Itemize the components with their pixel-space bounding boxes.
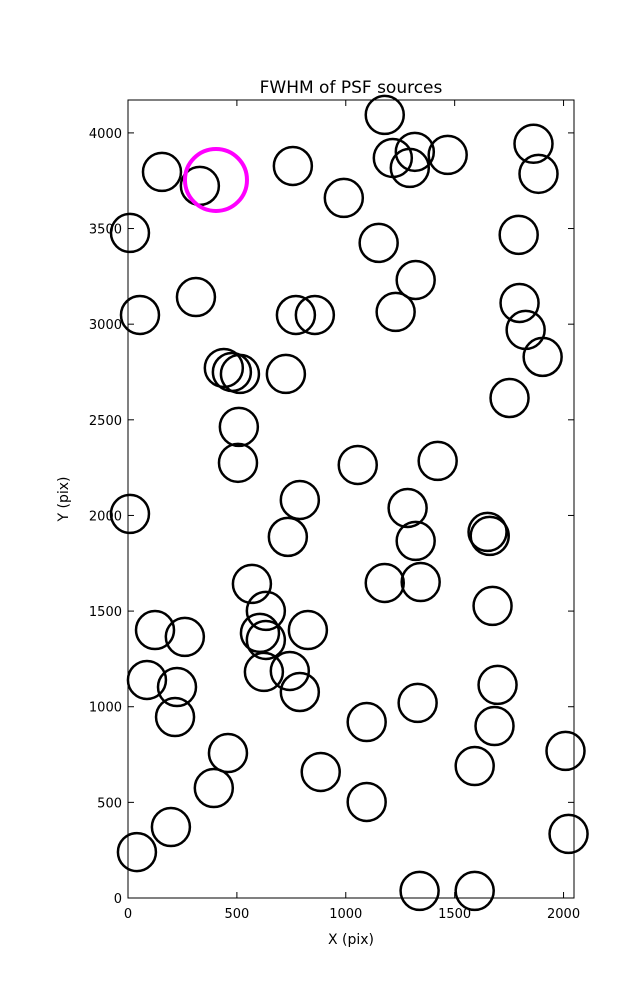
y-axis-label: Y (pix) <box>56 477 72 523</box>
x-tick-label: 1000 <box>329 907 362 922</box>
source-circle <box>275 294 317 336</box>
source-circle <box>243 651 285 693</box>
source-circle <box>269 650 311 692</box>
source-circle <box>245 619 287 661</box>
source-circle <box>469 515 510 557</box>
chart-title: FWHM of PSF sources <box>260 78 443 98</box>
source-circle <box>399 870 440 912</box>
source-circle <box>231 563 273 605</box>
source-circle <box>218 406 260 448</box>
source-circle <box>219 353 261 395</box>
x-tick-label: 0 <box>124 907 132 922</box>
source-circle <box>417 440 458 482</box>
source-circle <box>545 730 586 772</box>
source-circle <box>472 585 513 627</box>
plot-frame <box>127 99 575 899</box>
source-circle <box>395 520 436 562</box>
source-circle <box>193 767 235 809</box>
source-circle <box>267 516 309 558</box>
y-tick-label: 1500 <box>89 605 122 620</box>
source-circle <box>109 493 151 535</box>
y-tick-label: 2000 <box>89 509 122 524</box>
x-tick-label: 2000 <box>547 907 580 922</box>
y-tick-label: 4000 <box>89 127 122 142</box>
y-tick-label: 500 <box>97 796 122 811</box>
source-circle <box>116 831 158 873</box>
source-circle <box>245 590 287 632</box>
source-circle <box>156 666 198 708</box>
source-circle <box>239 612 281 654</box>
source-circle <box>287 609 329 651</box>
source-circle <box>346 781 387 823</box>
source-circle <box>150 806 192 848</box>
source-circle <box>375 291 416 333</box>
source-circle <box>164 616 206 658</box>
source-circle <box>454 745 495 787</box>
source-circle <box>294 294 336 336</box>
source-circle <box>300 751 341 793</box>
source-circle <box>498 214 539 256</box>
source-circle <box>279 479 321 521</box>
source-circle <box>474 705 515 747</box>
source-circle <box>109 212 151 254</box>
source-circle <box>454 870 495 912</box>
source-circle <box>154 696 196 738</box>
source-circle <box>548 813 589 855</box>
source-circle <box>513 123 554 165</box>
source-circle <box>323 177 365 219</box>
y-tick-label: 3500 <box>89 223 122 238</box>
source-circle <box>489 377 530 419</box>
source-circle <box>499 282 540 324</box>
source-circle <box>427 134 468 176</box>
source-circle <box>207 732 249 774</box>
source-circle <box>522 336 563 378</box>
source-circle <box>394 131 436 173</box>
source-circle <box>364 94 406 136</box>
y-tick-label: 1000 <box>89 701 122 716</box>
source-circle <box>272 145 314 187</box>
source-circle <box>279 671 321 713</box>
y-tick-label: 0 <box>114 892 122 907</box>
source-circle <box>358 222 399 264</box>
source-circle <box>141 151 183 193</box>
x-tick-label: 1500 <box>438 907 471 922</box>
source-circle <box>175 276 217 318</box>
source-circle <box>477 664 518 706</box>
source-circle <box>387 487 428 529</box>
x-tick-label: 500 <box>224 907 249 922</box>
source-circle <box>182 146 249 213</box>
source-circle <box>395 259 436 301</box>
y-tick-label: 3000 <box>89 318 122 333</box>
source-circle <box>397 682 438 724</box>
source-circle <box>372 137 414 179</box>
source-circle <box>467 511 508 553</box>
source-circle <box>364 562 406 604</box>
source-circle <box>518 153 559 195</box>
source-circle <box>337 444 379 486</box>
source-circle <box>346 701 387 743</box>
source-circle <box>119 294 161 336</box>
source-circle <box>203 347 245 389</box>
y-tick-label: 2500 <box>89 414 122 429</box>
source-circle <box>217 442 259 484</box>
x-axis-label: X (pix) <box>328 932 374 948</box>
source-circle <box>400 561 441 603</box>
source-circle <box>265 353 307 395</box>
source-circle <box>134 609 176 651</box>
